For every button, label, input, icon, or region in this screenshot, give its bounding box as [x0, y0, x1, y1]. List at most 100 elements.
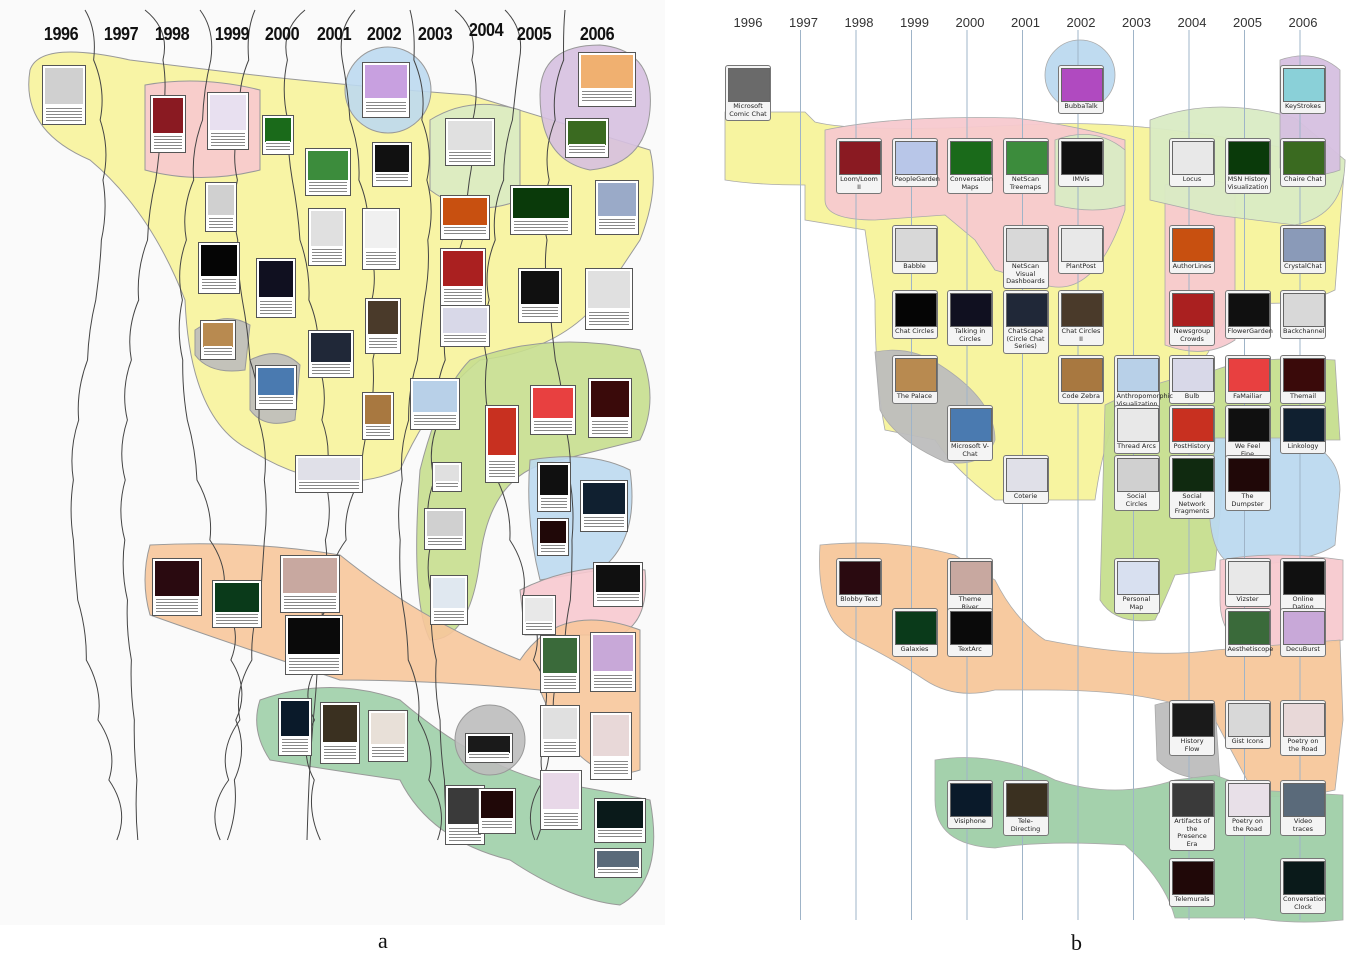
project-label: Tele-Directing: [1010, 817, 1041, 833]
project-thumbnail: [593, 562, 643, 607]
thumbnail-image: [443, 198, 487, 225]
project-card: Aesthetiscope: [1224, 608, 1274, 657]
project-card: Social Circles: [1113, 455, 1160, 511]
panel-a-year-label: 2006: [579, 24, 615, 44]
project-card: Social Network Fragments: [1169, 455, 1215, 519]
thumbnail-caption-lines: [598, 827, 642, 839]
thumbnail-image: [525, 598, 553, 622]
project-card: Newsgroup Crowds: [1169, 290, 1215, 346]
project-label: Poetry on the Road: [1287, 737, 1319, 753]
project-label: Thread Arcs: [1117, 442, 1156, 450]
project-thumbnail: [410, 378, 460, 430]
thumbnail-image: [591, 381, 629, 417]
project-thumbnail: [478, 788, 516, 834]
project-thumbnail: [585, 268, 633, 330]
project-label: Social Circles: [1125, 492, 1148, 508]
thumbnail-image: [365, 211, 397, 249]
project-thumbnail-image: [1061, 358, 1103, 392]
thumbnail-caption-lines: [204, 346, 232, 356]
thumbnail-image: [375, 145, 409, 172]
panel-a-year-label: 2005: [516, 24, 552, 44]
project-thumbnail-image: [950, 293, 992, 327]
thumbnail-caption-lines: [569, 144, 605, 154]
project-label: Conversation Maps: [950, 175, 993, 191]
panel-a-year-label: 2002: [366, 24, 402, 44]
thumbnail-caption-lines: [597, 591, 639, 603]
project-label: Aesthetiscope: [1227, 645, 1274, 653]
panel-b-year-label: 1997: [789, 15, 818, 30]
project-thumbnail: [430, 575, 468, 625]
project-label: Poetry on the Road: [1232, 817, 1263, 833]
thumbnail-caption-lines: [369, 335, 397, 350]
project-thumbnail: [262, 115, 294, 155]
project-thumbnail-image: [1172, 293, 1214, 327]
thumbnail-image: [543, 638, 577, 673]
project-thumbnail-image: [1283, 861, 1325, 895]
panel-a-year-label: 1996: [43, 24, 79, 44]
project-thumbnail: [152, 558, 202, 616]
thumbnail-caption-lines: [266, 141, 290, 151]
project-label: Blobby Text: [840, 595, 878, 603]
panel-a-caption: a: [378, 928, 388, 953]
project-label: TextArc: [958, 645, 982, 653]
project-thumbnail-image: [1005, 783, 1048, 817]
project-thumbnail-image: [1283, 408, 1325, 442]
panel-b-year-label: 2003: [1122, 15, 1151, 30]
project-thumbnail: [305, 148, 351, 196]
thumbnail-caption-lines: [589, 310, 629, 326]
thumbnail-caption-lines: [526, 621, 552, 631]
panel-a: 1996 1997 1998 1999 2000 2001 2002 2003 2004 2005…: [0, 0, 665, 925]
project-card: Code Zebra: [1058, 355, 1104, 404]
project-card: FlowerGarden: [1224, 290, 1273, 339]
project-thumbnail-image: [1283, 561, 1325, 595]
project-label: PeopleGarden: [894, 175, 940, 183]
project-card: History Flow: [1169, 700, 1215, 756]
thumbnail-caption-lines: [156, 597, 198, 612]
project-thumbnail: [308, 208, 346, 266]
project-thumbnail: [590, 712, 632, 780]
project-thumbnail: [465, 733, 513, 763]
project-thumbnail-image: [1061, 68, 1103, 102]
project-card: NetScan Visual Dashboards: [1002, 225, 1049, 289]
project-label: Chaire Chat: [1283, 175, 1323, 183]
project-thumbnail-image: [894, 228, 937, 262]
project-label: Gist Icons: [1231, 737, 1264, 745]
thumbnail-image: [265, 118, 291, 142]
project-thumbnail: [530, 385, 576, 435]
project-card: Microsoft Comic Chat: [725, 65, 771, 121]
thumbnail-image: [581, 55, 633, 88]
thumbnail-image: [513, 188, 569, 218]
project-card: Blobby Text: [836, 558, 882, 607]
project-thumbnail: [518, 268, 562, 323]
project-label: We Feel Fine: [1234, 442, 1261, 458]
project-thumbnail-image: [1061, 293, 1103, 327]
project-thumbnail-image: [1005, 458, 1048, 492]
thumbnail-image: [45, 68, 83, 104]
project-thumbnail: [540, 635, 580, 693]
project-card: We Feel Fine: [1224, 405, 1271, 461]
thumbnail-image: [540, 465, 568, 495]
project-thumbnail: [595, 180, 639, 235]
project-label: Bulb: [1184, 392, 1200, 400]
thumbnail-image: [413, 381, 457, 412]
project-label: Babble: [903, 262, 926, 270]
project-thumbnail-image: [894, 358, 937, 392]
thumbnail-caption-lines: [436, 480, 458, 488]
project-thumbnail: [540, 770, 582, 830]
thumbnail-image: [443, 308, 487, 333]
thumbnail-image: [583, 483, 625, 514]
project-thumbnail-image: [894, 293, 937, 327]
thumbnail-image: [311, 333, 351, 362]
project-card: PeopleGarden: [891, 138, 940, 187]
project-card: MSN History Visualization: [1224, 138, 1271, 194]
project-thumbnail: [440, 305, 490, 347]
project-label: Video traces: [1292, 817, 1314, 833]
thumbnail-image: [368, 301, 398, 335]
thumbnail-caption-lines: [209, 215, 233, 228]
project-thumbnail-image: [1172, 358, 1214, 392]
thumbnail-image: [598, 183, 636, 216]
project-thumbnail-image: [1227, 611, 1270, 645]
project-label: Backchannel: [1283, 327, 1325, 335]
thumbnail-image: [568, 121, 606, 145]
thumbnail-image: [298, 458, 360, 481]
